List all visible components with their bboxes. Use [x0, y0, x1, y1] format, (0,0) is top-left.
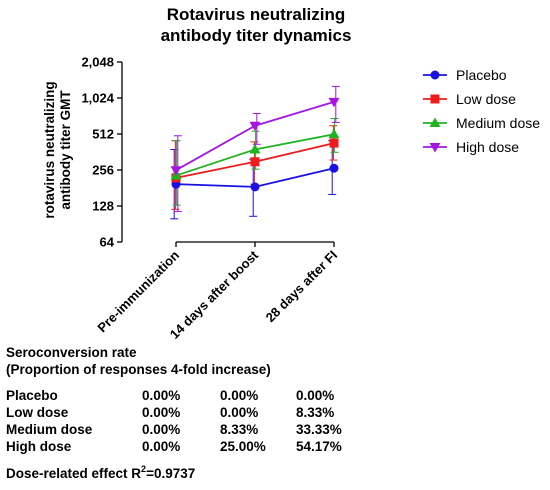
seroconversion-row: High dose 0.00% 25.00% 54.17%	[6, 438, 376, 455]
dose-effect: Dose-related effect R2=0.9737	[6, 465, 546, 482]
seroconversion-row: Medium dose 0.00% 8.33% 33.33%	[6, 421, 376, 438]
chart-title-line1: Rotavirus neutralizing	[167, 5, 346, 24]
x-tick-label: 14 days after boost	[167, 247, 262, 340]
rate-value: 54.17%	[296, 439, 342, 454]
legend-marker	[430, 94, 440, 104]
data-point	[250, 182, 260, 192]
legend-marker	[430, 70, 440, 80]
legend-label: Low dose	[456, 91, 516, 107]
y-axis-label-line1: rotavirus neutralizing	[42, 81, 57, 218]
y-tick-label: 2,048	[81, 55, 114, 70]
legend-label: Medium dose	[456, 115, 540, 131]
data-point	[249, 143, 261, 154]
data-point	[250, 157, 260, 167]
chart-title-line2: antibody titer dynamics	[161, 26, 352, 45]
seroconversion-row: Placebo 0.00% 0.00% 0.00%	[6, 387, 376, 404]
rate-value: 0.00%	[296, 388, 335, 403]
data-point	[249, 121, 261, 132]
group-name: Medium dose	[6, 422, 93, 437]
y-axis-label-line2: antibody titer GMT	[58, 90, 73, 210]
y-tick-label: 64	[100, 235, 115, 250]
y-tick-label: 1,024	[81, 91, 114, 106]
rate-value: 0.00%	[220, 388, 259, 403]
rate-value: 33.33%	[296, 422, 342, 437]
seroconversion-panel: Seroconversion rate (Proportion of respo…	[6, 344, 546, 482]
rate-value: 25.00%	[220, 439, 266, 454]
rate-value: 0.00%	[142, 439, 181, 454]
data-point	[328, 128, 340, 139]
rate-value: 0.00%	[142, 405, 181, 420]
group-name: Low dose	[6, 405, 69, 420]
dose-effect-value: =0.9737	[146, 466, 196, 481]
y-tick-label: 512	[92, 127, 114, 142]
seroconversion-subtitle: (Proportion of responses 4-fold increase…	[6, 362, 271, 377]
rate-value: 0.00%	[142, 388, 181, 403]
x-tick-label: Pre-immunization	[94, 247, 182, 335]
x-tick-label: 28 days after FI	[263, 248, 341, 326]
rate-value: 8.33%	[296, 405, 335, 420]
data-point	[170, 166, 182, 176]
seroconversion-table: Placebo 0.00% 0.00% 0.00% Low dose 0.00% 0.00%…	[6, 387, 376, 455]
legend-label: Placebo	[456, 67, 507, 83]
seroconversion-row: Low dose 0.00% 0.00% 8.33%	[6, 404, 376, 421]
dose-effect-prefix: Dose-related effect R	[6, 466, 142, 481]
data-point	[329, 163, 339, 173]
group-name: Placebo	[6, 388, 58, 403]
chart-marks	[170, 85, 340, 220]
group-name: High dose	[6, 439, 72, 454]
rate-value: 0.00%	[220, 405, 259, 420]
seroconversion-title: Seroconversion rate	[6, 345, 137, 360]
rate-value: 0.00%	[142, 422, 181, 437]
titer-chart: Rotavirus neutralizing antibody titer dy…	[42, 5, 540, 341]
legend-label: High dose	[456, 139, 519, 155]
chart-legend: Placebo Low dose Medium dose High dose	[423, 67, 540, 155]
data-point	[329, 138, 339, 148]
chart-axes: 64 128 256 512 1,024 2,048 Pre-immunization14 …	[81, 55, 340, 341]
legend-marker	[429, 117, 441, 127]
y-tick-label: 256	[92, 163, 114, 178]
dose-effect-superscript: 2	[141, 464, 147, 474]
legend-marker	[429, 143, 441, 153]
rate-value: 8.33%	[220, 422, 259, 437]
data-point	[328, 97, 340, 108]
y-tick-label: 128	[92, 199, 114, 214]
